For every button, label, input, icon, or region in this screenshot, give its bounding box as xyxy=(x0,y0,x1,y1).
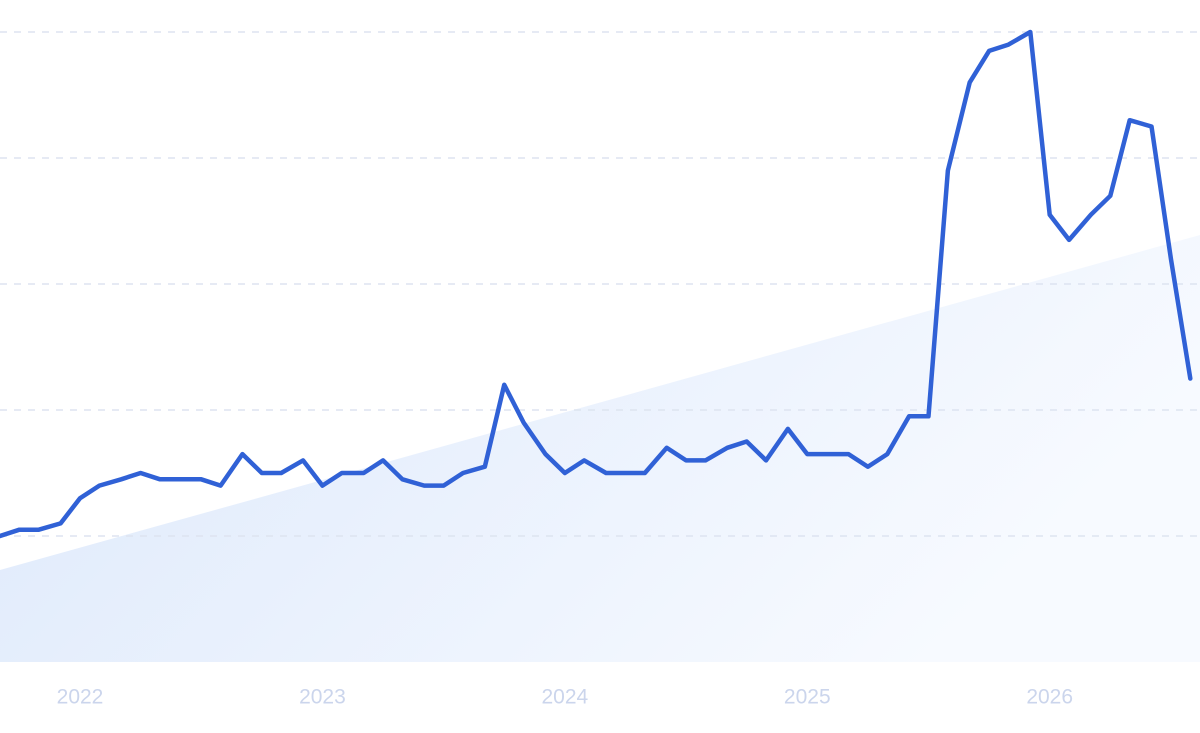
x-tick-label: 2022 xyxy=(57,686,104,709)
background-wedge xyxy=(0,235,1200,662)
x-tick-label: 2024 xyxy=(541,686,588,709)
x-tick-label: 2023 xyxy=(299,686,346,709)
x-tick-label: 2025 xyxy=(784,686,831,709)
x-tick-label: 2026 xyxy=(1026,686,1073,709)
line-series xyxy=(0,29,1193,539)
